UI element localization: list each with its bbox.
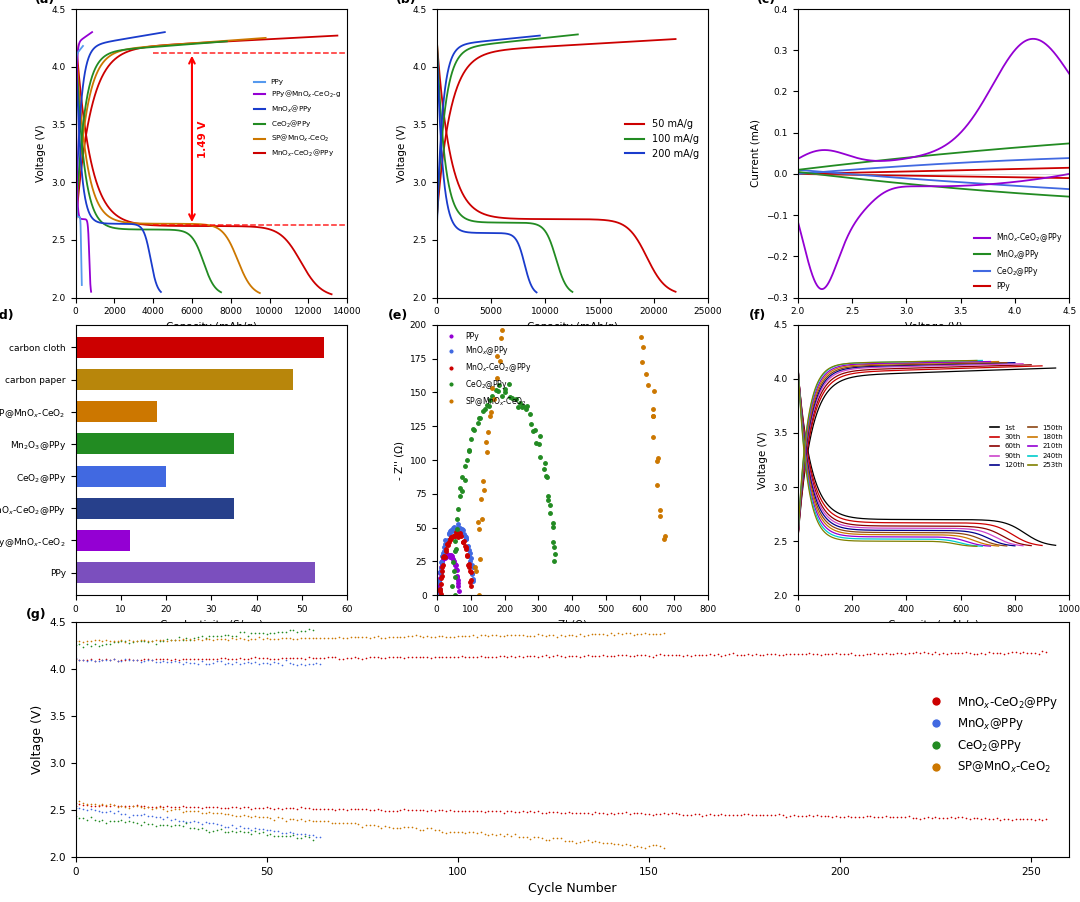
Bar — [76, 562, 315, 583]
Legend: PPy, PPy@MnO$_x$-CeO$_2$-g, MnO$_x$@PPy, CeO$_2$@PPy, SP@MnO$_x$-CeO$_2$, MnO$_x: PPy, PPy@MnO$_x$-CeO$_2$-g, MnO$_x$@PPy,… — [251, 76, 343, 162]
Y-axis label: Voltage (V): Voltage (V) — [397, 124, 407, 182]
Bar — [76, 369, 293, 390]
Y-axis label: Voltage (V): Voltage (V) — [30, 705, 43, 774]
Text: (e): (e) — [388, 309, 408, 322]
Y-axis label: Voltage (V): Voltage (V) — [36, 124, 46, 182]
Legend: MnO$_x$-CeO$_2$@PPy, MnO$_x$@PPy, CeO$_2$@PPy, SP@MnO$_x$-CeO$_2$: MnO$_x$-CeO$_2$@PPy, MnO$_x$@PPy, CeO$_2… — [919, 690, 1064, 780]
Text: (f): (f) — [748, 309, 766, 322]
Bar — [76, 530, 130, 551]
Text: (b): (b) — [396, 0, 417, 6]
X-axis label: Conductivity (S/cm): Conductivity (S/cm) — [160, 620, 262, 630]
Text: 1.49 V: 1.49 V — [198, 121, 207, 158]
X-axis label: Z' (Ω): Z' (Ω) — [558, 620, 586, 630]
X-axis label: Capacity (mAh/g): Capacity (mAh/g) — [888, 620, 978, 630]
Bar — [76, 434, 234, 455]
Bar — [76, 498, 234, 519]
Text: (a): (a) — [35, 0, 55, 6]
Y-axis label: Current (mA): Current (mA) — [751, 119, 760, 188]
Text: (d): (d) — [0, 309, 15, 322]
X-axis label: Cycle Number: Cycle Number — [528, 882, 617, 895]
Legend: 50 mA/g, 100 mA/g, 200 mA/g: 50 mA/g, 100 mA/g, 200 mA/g — [621, 115, 703, 162]
X-axis label: Voltage (V): Voltage (V) — [905, 322, 962, 332]
Text: (g): (g) — [26, 608, 46, 621]
Y-axis label: Voltage (V): Voltage (V) — [758, 431, 768, 489]
X-axis label: Capacity (mAh/g): Capacity (mAh/g) — [166, 322, 257, 332]
Legend: MnO$_x$-CeO$_2$@PPy, MnO$_x$@PPy, CeO$_2$@PPy, PPy: MnO$_x$-CeO$_2$@PPy, MnO$_x$@PPy, CeO$_2… — [971, 228, 1065, 294]
Legend: 1st, 30th, 60th, 90th, 120th, 150th, 180th, 210th, 240th, 253th: 1st, 30th, 60th, 90th, 120th, 150th, 180… — [987, 422, 1066, 471]
X-axis label: Capacity (mAh/g): Capacity (mAh/g) — [527, 322, 618, 332]
Bar — [76, 401, 157, 422]
Bar — [76, 337, 324, 358]
Y-axis label: - Z'' (Ω): - Z'' (Ω) — [394, 440, 404, 480]
Text: (c): (c) — [757, 0, 777, 6]
Legend: PPy, MnO$_x$@PPy, MnO$_x$-CeO$_2$@PPy, CeO$_2$@PPy, SP@MnO$_x$-CeO$_2$: PPy, MnO$_x$@PPy, MnO$_x$-CeO$_2$@PPy, C… — [441, 328, 535, 410]
Bar — [76, 465, 166, 486]
